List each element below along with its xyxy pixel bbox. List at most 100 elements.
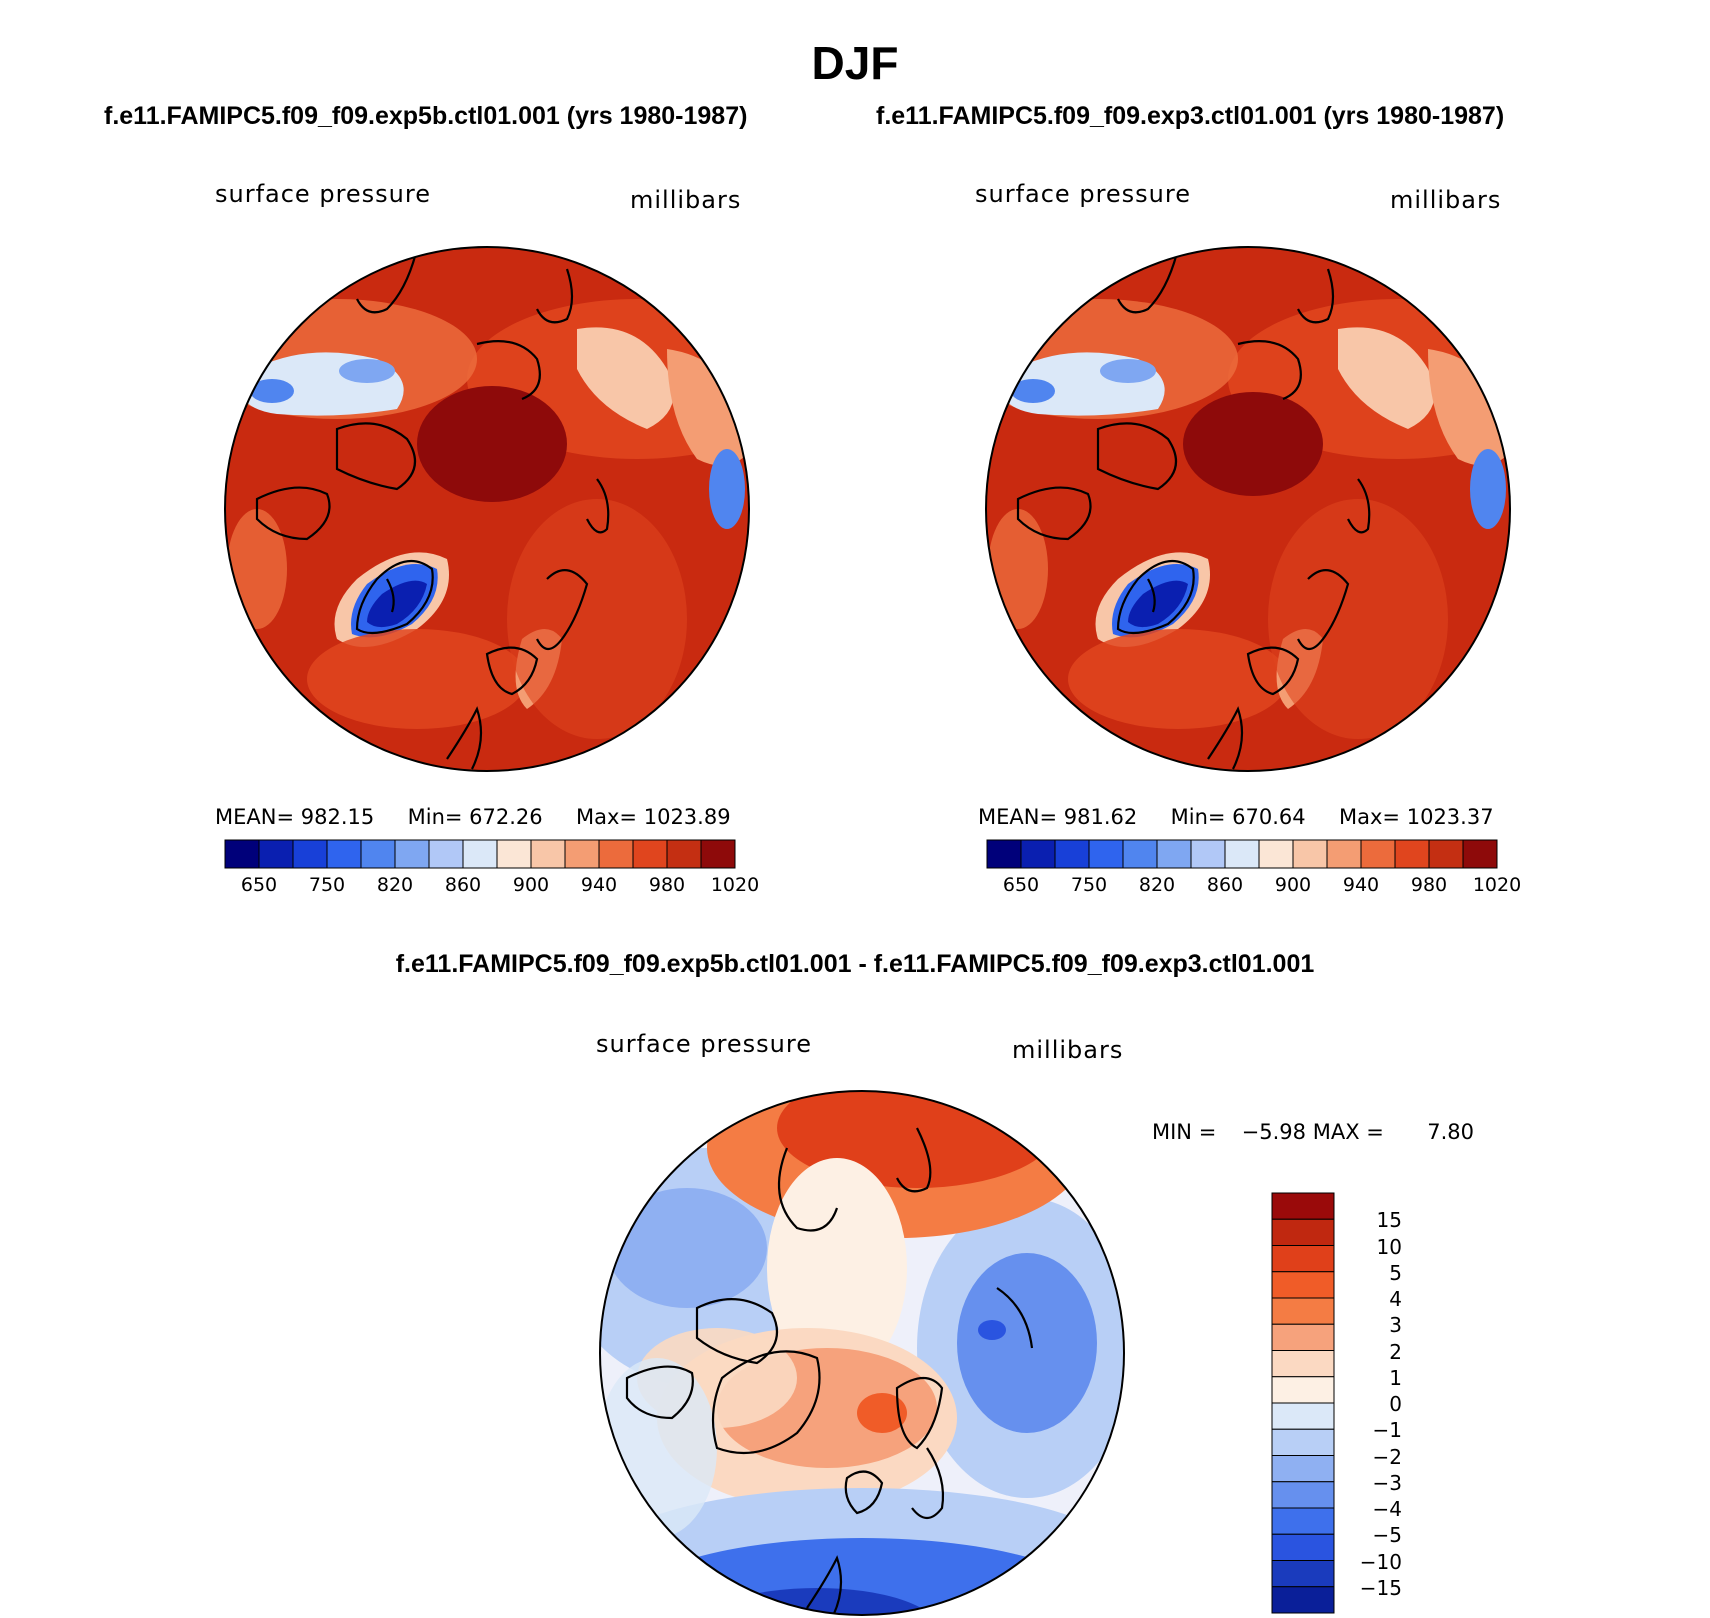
colorbar-swatch (1271, 1560, 1335, 1588)
diff-max-value: 7.80 (1427, 1120, 1475, 1144)
mean-value: 982.15 (300, 805, 375, 829)
max-label: Max= (576, 805, 638, 829)
colorbar-tick-label: 0 (1389, 1392, 1402, 1416)
colorbar-swatch (1271, 1376, 1335, 1404)
difference-minmax: MIN = −5.98 MAX = 7.80 (1152, 1120, 1474, 1144)
arctic-high-pressure (1183, 392, 1323, 496)
max-value: 1023.89 (643, 805, 731, 829)
colorbar-tick-label: 900 (1274, 874, 1312, 896)
colorbar-tick-label: −1 (1372, 1418, 1402, 1443)
colorbar-tick-label: 940 (1342, 874, 1380, 896)
colorbar-tick-label: 1020 (710, 874, 760, 896)
colorbar-tick-label: 750 (308, 874, 346, 896)
colorbar-tick-label: 1020 (1472, 874, 1522, 896)
difference-units: millibars (1012, 1036, 1124, 1064)
colorbar-swatch (1271, 1192, 1335, 1220)
map-boundary (985, 246, 1511, 772)
mean-label: MEAN= (215, 805, 295, 829)
colorbar-tick-label: 10 (1376, 1234, 1402, 1259)
diff-min-label: MIN = (1152, 1120, 1217, 1144)
colorbar-swatch (1271, 1350, 1335, 1378)
panel-left-variable: surface pressure (215, 180, 431, 208)
colorbar-swatch (530, 839, 566, 869)
mean-label: MEAN= (978, 805, 1058, 829)
colorbar-swatch (1190, 839, 1226, 869)
panel-right-units: millibars (1390, 186, 1502, 214)
colorbar-swatch (1462, 839, 1498, 869)
coastlines (255, 248, 610, 770)
diff-max-label: MAX = (1312, 1120, 1384, 1144)
colorbar-tick-label: 1 (1389, 1365, 1402, 1390)
left-polar-map (224, 246, 750, 772)
colorbar-swatch (1271, 1507, 1335, 1535)
colorbar-swatch (1394, 839, 1430, 869)
colorbar-tick-label: 980 (1410, 874, 1448, 896)
difference-colorbar-ticks: 15 10 5 4 3 2 1 0 −1 −2 −3 −4 −5 −10 −15 (1342, 1193, 1422, 1613)
colorbar-tick-label: 750 (1070, 874, 1108, 896)
difference-polar-map (599, 1090, 1125, 1616)
coastlines (625, 1127, 1034, 1615)
right-colorbar-ticks: 650 750 820 860 900 940 980 1020 (987, 874, 1521, 898)
colorbar-tick-label: 5 (1389, 1260, 1402, 1285)
colorbar-swatch (700, 839, 736, 869)
colorbar-swatch (1271, 1297, 1335, 1325)
colorbar-swatch (1271, 1271, 1335, 1299)
colorbar-tick-label: −15 (1359, 1575, 1402, 1600)
colorbar-tick-label: 940 (580, 874, 618, 896)
colorbar-swatch (666, 839, 702, 869)
left-colorbar (224, 839, 736, 869)
panel-left-stats: MEAN= 982.15 Min= 672.26 Max= 1023.89 (215, 805, 731, 829)
colorbar-tick-label: 650 (240, 874, 278, 896)
colorbar-swatch (1271, 1218, 1335, 1246)
right-colorbar (986, 839, 1498, 869)
colorbar-swatch (1224, 839, 1260, 869)
colorbar-swatch (598, 839, 634, 869)
colorbar-swatch (1054, 839, 1090, 869)
right-polar-map (985, 246, 1511, 772)
colorbar-tick-label: 4 (1389, 1287, 1402, 1311)
colorbar-swatch (1122, 839, 1158, 869)
colorbar-swatch (1271, 1323, 1335, 1351)
min-value: 672.26 (469, 805, 543, 829)
mean-value: 981.62 (1063, 805, 1138, 829)
colorbar-tick-label: 820 (376, 874, 414, 896)
figure-title: DJF (811, 37, 899, 89)
colorbar-swatch (394, 839, 430, 869)
max-label: Max= (1339, 805, 1401, 829)
colorbar-swatch (258, 839, 294, 869)
arctic-high-pressure (417, 386, 567, 502)
colorbar-tick-label: 3 (1389, 1313, 1402, 1338)
coastlines (1016, 248, 1371, 770)
colorbar-swatch (564, 839, 600, 869)
colorbar-swatch (224, 839, 260, 869)
colorbar-swatch (632, 839, 668, 869)
panel-right-variable: surface pressure (975, 180, 1191, 208)
colorbar-tick-label: 2 (1389, 1339, 1402, 1364)
difference-variable: surface pressure (596, 1030, 812, 1058)
max-value: 1023.37 (1406, 805, 1494, 829)
negative-anomaly-region (957, 1253, 1097, 1433)
colorbar-tick-label: −5 (1372, 1523, 1402, 1548)
colorbar-swatch (1271, 1586, 1335, 1614)
colorbar-tick-label: 860 (444, 874, 482, 896)
colorbar-swatch (1258, 839, 1294, 869)
colorbar-swatch (428, 839, 464, 869)
colorbar-swatch (326, 839, 362, 869)
colorbar-tick-label: 820 (1138, 874, 1176, 896)
colorbar-swatch (360, 839, 396, 869)
panel-left-units: millibars (630, 186, 742, 214)
min-value: 670.64 (1232, 805, 1306, 829)
colorbar-swatch (986, 839, 1022, 869)
panel-right-stats: MEAN= 981.62 Min= 670.64 Max= 1023.37 (978, 805, 1494, 829)
colorbar-tick-label: −3 (1372, 1470, 1402, 1495)
colorbar-swatch (292, 839, 328, 869)
colorbar-tick-label: 860 (1206, 874, 1244, 896)
colorbar-swatch (1271, 1245, 1335, 1273)
colorbar-tick-label: −2 (1372, 1444, 1402, 1469)
left-colorbar-ticks: 650 750 820 860 900 940 980 1020 (225, 874, 759, 898)
difference-colorbar (1271, 1192, 1335, 1614)
colorbar-swatch (496, 839, 532, 869)
colorbar-swatch (1088, 839, 1124, 869)
colorbar-tick-label: 900 (512, 874, 550, 896)
map-boundary (224, 246, 750, 772)
